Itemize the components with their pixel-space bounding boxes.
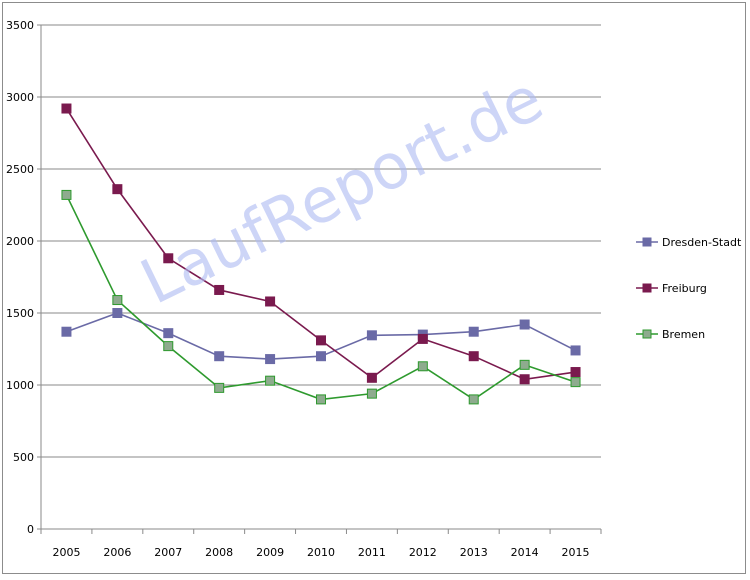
data-point (570, 377, 581, 388)
axes: 0 500 1000 1500 2000 2500 3000 3500 2005 2006 2007… (6, 19, 602, 559)
x-tick-label: 2007 (154, 546, 182, 559)
data-point (570, 367, 581, 378)
data-point (265, 375, 276, 386)
watermark: LaufReport.de (130, 62, 554, 319)
series-freiburg (61, 103, 581, 385)
data-point (214, 382, 225, 393)
y-tick-label: 500 (13, 451, 34, 464)
data-point (163, 341, 174, 352)
data-point (366, 388, 377, 399)
data-point (163, 328, 174, 339)
data-point (468, 394, 479, 405)
y-tick-label: 3000 (6, 91, 34, 104)
y-tick-label: 0 (27, 523, 34, 536)
data-point (163, 253, 174, 264)
x-tick-label: 2013 (460, 546, 488, 559)
data-point (214, 351, 225, 362)
data-point (366, 330, 377, 341)
x-tick-label: 2015 (562, 546, 590, 559)
y-tick-label: 1500 (6, 307, 34, 320)
x-tick-label: 2014 (511, 546, 539, 559)
series-lines (61, 103, 581, 405)
x-tick-label: 2008 (205, 546, 233, 559)
gridlines (41, 24, 601, 458)
data-point (519, 374, 530, 385)
data-point (316, 394, 326, 405)
x-tick-label: 2011 (358, 546, 386, 559)
data-point (570, 345, 581, 356)
legend-item: Freiburg (636, 282, 707, 295)
data-point (417, 333, 428, 344)
legend-marker (642, 283, 652, 293)
legend-marker (642, 237, 652, 247)
legend-label: Dresden-Stadt (662, 236, 742, 249)
legend-item: Dresden-Stadt (636, 236, 742, 249)
data-point (112, 295, 123, 306)
data-point (519, 319, 530, 330)
legend-marker (642, 329, 652, 339)
data-point (265, 296, 276, 307)
data-point (61, 326, 72, 337)
y-tick-label: 2500 (6, 163, 34, 176)
series-bremen (61, 189, 581, 405)
x-tick-label: 2009 (256, 546, 284, 559)
series-dresden-stadt (61, 308, 581, 365)
x-tick-label: 2012 (409, 546, 437, 559)
data-point (468, 351, 479, 362)
x-tick-label: 2005 (52, 546, 80, 559)
data-point (61, 103, 72, 114)
data-point (366, 372, 377, 383)
data-point (468, 326, 479, 337)
y-tick-label: 2000 (6, 235, 34, 248)
data-point (519, 359, 530, 370)
legend-label: Bremen (662, 328, 705, 341)
legend: Dresden-Stadt Freiburg Bremen (636, 236, 742, 341)
data-point (61, 189, 72, 200)
legend-item: Bremen (636, 328, 705, 341)
x-tick-label: 2006 (103, 546, 131, 559)
data-point (316, 351, 326, 362)
y-tick-label: 3500 (6, 19, 34, 32)
data-point (214, 284, 225, 295)
x-tick-label: 2010 (307, 546, 335, 559)
data-point (316, 335, 326, 346)
data-point (112, 308, 123, 318)
data-point (417, 361, 428, 372)
data-point (265, 354, 276, 365)
y-tick-label: 1000 (6, 379, 34, 392)
legend-label: Freiburg (662, 282, 707, 295)
data-point (112, 184, 123, 195)
